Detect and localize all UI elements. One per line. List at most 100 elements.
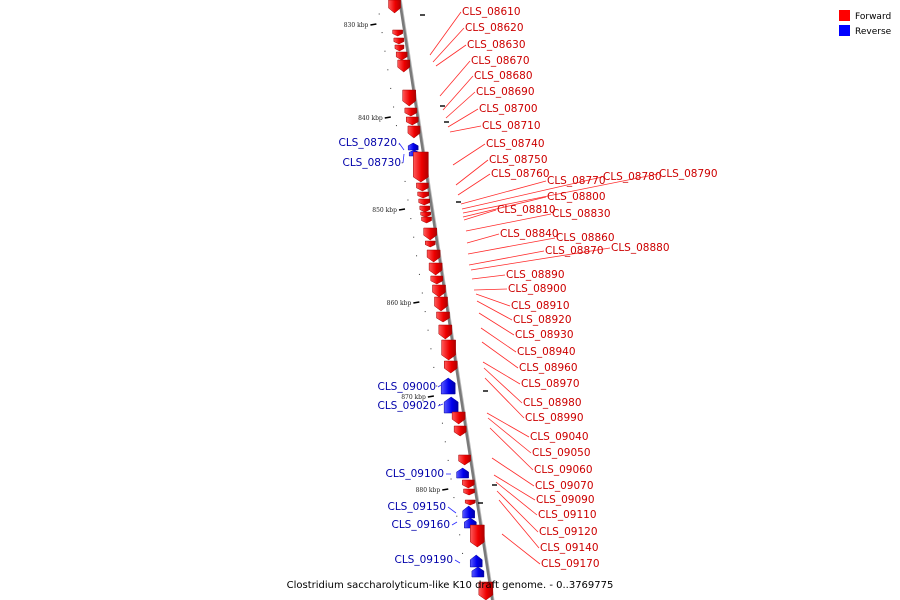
forward-gene-block[interactable] — [397, 59, 410, 73]
reverse-gene-block[interactable] — [462, 505, 475, 519]
gene-label[interactable]: CLS_08810 — [497, 204, 556, 216]
reverse-gene-block[interactable] — [443, 396, 459, 414]
gene-label[interactable]: CLS_09120 — [539, 526, 598, 538]
label-leader-line — [489, 427, 534, 471]
label-leader-line — [471, 274, 506, 280]
gene-label[interactable]: CLS_08630 — [467, 39, 526, 51]
forward-gene-block[interactable] — [388, 0, 401, 14]
gene-label[interactable]: CLS_08970 — [521, 378, 580, 390]
forward-gene-block[interactable] — [421, 216, 432, 224]
ruler-major-tick — [384, 116, 391, 119]
gene-label[interactable]: CLS_09190 — [395, 554, 454, 566]
forward-gene-block[interactable] — [419, 205, 431, 213]
forward-gene-block[interactable] — [423, 227, 437, 241]
gene-label[interactable]: CLS_08920 — [513, 314, 572, 326]
forward-gene-block[interactable] — [424, 240, 436, 248]
reverse-gene-block[interactable] — [440, 377, 456, 395]
forward-gene-block[interactable] — [458, 454, 471, 466]
gene-label[interactable]: CLS_08700 — [479, 103, 538, 115]
forward-gene-block[interactable] — [453, 425, 467, 437]
gene-label[interactable]: CLS_08960 — [519, 362, 578, 374]
forward-gene-block[interactable] — [420, 211, 431, 218]
gene-label[interactable]: CLS_08880 — [611, 242, 670, 254]
gene-label[interactable]: CLS_08730 — [343, 157, 402, 169]
forward-gene-block[interactable] — [413, 151, 429, 183]
gene-label[interactable]: CLS_09150 — [388, 501, 447, 513]
gene-label[interactable]: CLS_08670 — [471, 55, 530, 67]
forward-gene-block[interactable] — [395, 51, 408, 61]
gene-label[interactable]: CLS_09050 — [532, 447, 591, 459]
forward-gene-block[interactable] — [451, 411, 466, 425]
gene-label[interactable]: CLS_08830 — [552, 208, 611, 220]
forward-gene-block[interactable] — [426, 249, 441, 263]
label-leader-line — [463, 209, 497, 221]
gene-label[interactable]: CLS_08900 — [508, 283, 567, 295]
gene-label[interactable]: CLS_08980 — [523, 397, 582, 409]
label-leader-line — [467, 237, 556, 255]
forward-gene-block[interactable] — [438, 324, 453, 340]
forward-gene-block[interactable] — [430, 275, 444, 285]
forward-gene-block[interactable] — [463, 488, 475, 496]
forward-gene-block[interactable] — [402, 89, 416, 107]
gene-label[interactable]: CLS_08890 — [506, 269, 565, 281]
gene-label[interactable]: CLS_08930 — [515, 329, 574, 341]
forward-gene-block[interactable] — [392, 29, 403, 37]
gene-label[interactable]: CLS_08720 — [339, 137, 398, 149]
forward-gene-block[interactable] — [432, 284, 446, 298]
gene-label[interactable]: CLS_08840 — [500, 228, 559, 240]
label-leader-line — [451, 521, 458, 526]
gene-label[interactable]: CLS_08760 — [491, 168, 550, 180]
ruler-major-tick — [398, 208, 406, 211]
label-leader-line — [447, 506, 457, 514]
gene-label[interactable]: CLS_09020 — [378, 400, 437, 412]
gene-label[interactable]: CLS_08870 — [545, 245, 604, 257]
gene-label[interactable]: CLS_08680 — [474, 70, 533, 82]
gene-label[interactable]: CLS_09140 — [540, 542, 599, 554]
gene-label[interactable]: CLS_08620 — [465, 22, 524, 34]
gene-label[interactable]: CLS_09090 — [536, 494, 595, 506]
reverse-gene-block[interactable] — [407, 142, 419, 151]
forward-gene-block[interactable] — [464, 499, 476, 506]
gene-label[interactable]: CLS_09040 — [530, 431, 589, 443]
forward-gene-block[interactable] — [441, 339, 456, 361]
gene-label[interactable]: CLS_08940 — [517, 346, 576, 358]
forward-gene-block[interactable] — [394, 44, 405, 52]
forward-gene-block[interactable] — [393, 37, 405, 45]
forward-gene-block[interactable] — [478, 581, 494, 600]
forward-gene-block[interactable] — [462, 479, 475, 489]
gene-label[interactable]: CLS_08710 — [482, 120, 541, 132]
gene-label[interactable]: CLS_08610 — [462, 6, 521, 18]
gene-label[interactable]: CLS_08750 — [489, 154, 548, 166]
gene-label[interactable]: CLS_08910 — [511, 300, 570, 312]
gene-label[interactable]: CLS_08790 — [659, 168, 718, 180]
forward-gene-block[interactable] — [436, 311, 450, 323]
reverse-gene-block[interactable] — [456, 467, 469, 479]
forward-gene-block[interactable] — [405, 116, 419, 126]
reverse-gene-block[interactable] — [471, 566, 485, 578]
reverse-gene-block[interactable] — [469, 554, 483, 568]
gene-label[interactable]: CLS_09110 — [538, 509, 597, 521]
forward-gene-block[interactable] — [443, 360, 458, 374]
gene-label[interactable]: CLS_09170 — [541, 558, 600, 570]
gene-label[interactable]: CLS_08860 — [556, 232, 615, 244]
forward-gene-block[interactable] — [416, 182, 429, 192]
gene-label[interactable]: CLS_08690 — [476, 86, 535, 98]
forward-gene-block[interactable] — [470, 524, 485, 548]
gene-label[interactable]: CLS_08780 — [603, 171, 662, 183]
gene-label[interactable]: CLS_09000 — [378, 381, 437, 393]
forward-gene-block[interactable] — [407, 125, 421, 139]
forward-gene-block[interactable] — [418, 198, 431, 206]
forward-gene-block[interactable] — [434, 296, 448, 312]
forward-gene-block[interactable] — [428, 262, 443, 276]
gene-label[interactable]: CLS_08740 — [486, 138, 545, 150]
gene-label[interactable]: CLS_08990 — [525, 412, 584, 424]
gene-label[interactable]: CLS_09160 — [392, 519, 451, 531]
gene-label[interactable]: CLS_09070 — [535, 480, 594, 492]
gene-label[interactable]: CLS_08770 — [547, 175, 606, 187]
label-leader-line — [501, 533, 541, 565]
gene-label[interactable]: CLS_08800 — [547, 191, 606, 203]
gene-label[interactable]: CLS_09100 — [386, 468, 445, 480]
forward-gene-block[interactable] — [404, 107, 418, 117]
forward-gene-block[interactable] — [417, 191, 429, 199]
gene-label[interactable]: CLS_09060 — [534, 464, 593, 476]
